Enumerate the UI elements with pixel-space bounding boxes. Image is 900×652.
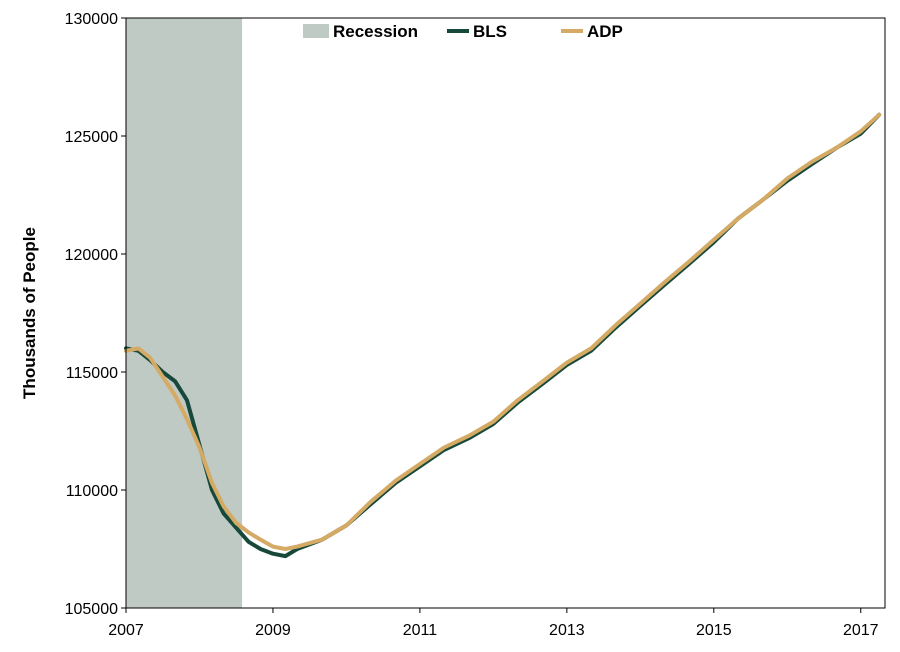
y-tick-label: 125000 bbox=[65, 129, 118, 146]
y-tick-label: 105000 bbox=[65, 601, 118, 618]
x-tick-label: 2017 bbox=[843, 622, 879, 639]
legend-swatch-recession bbox=[303, 24, 329, 38]
plot-frame bbox=[125, 17, 886, 609]
y-axis-title: Thousands of People bbox=[20, 227, 39, 399]
x-tick-label: 2015 bbox=[696, 622, 732, 639]
series-layer bbox=[124, 112, 882, 559]
y-tick-label: 115000 bbox=[66, 365, 118, 382]
ticks-layer: 105000 110000 115000 120000 125000 130000 2007… bbox=[65, 11, 879, 639]
series-line-adp bbox=[124, 112, 882, 551]
x-tick-label: 2011 bbox=[403, 622, 438, 639]
y-tick-label: 130000 bbox=[65, 11, 118, 28]
y-tick-label: 110000 bbox=[66, 483, 118, 500]
x-tick-label: 2009 bbox=[255, 622, 291, 639]
legend-label-adp: ADP bbox=[587, 22, 623, 41]
x-tick-label: 2013 bbox=[549, 622, 585, 639]
x-tick-label: 2007 bbox=[108, 622, 144, 639]
axes-layer bbox=[125, 17, 886, 609]
recession-band bbox=[126, 18, 243, 608]
legend-label-bls: BLS bbox=[473, 22, 507, 41]
legend: Recession BLS ADP bbox=[303, 22, 623, 41]
y-tick-label: 120000 bbox=[65, 247, 118, 264]
legend-label-recession: Recession bbox=[333, 22, 418, 41]
recession-band-layer bbox=[126, 18, 243, 608]
